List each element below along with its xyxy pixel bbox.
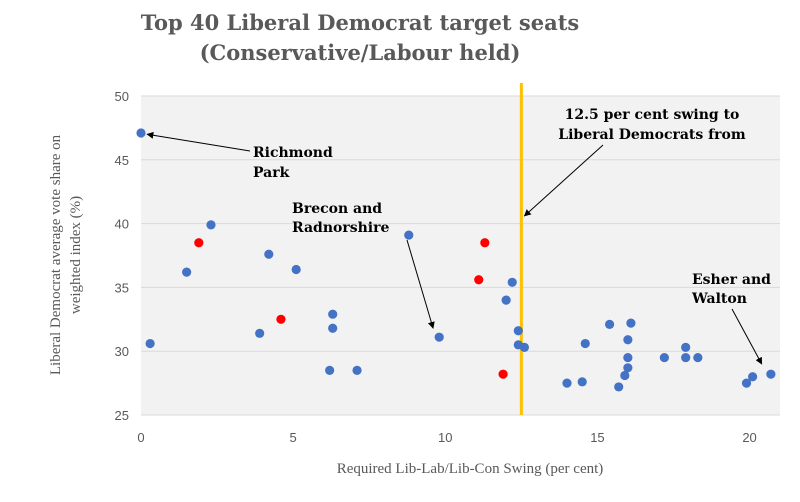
annotation-richmond-line-2: Park: [253, 165, 290, 181]
data-point-s0-11: [404, 230, 414, 240]
data-point-s1-0: [194, 238, 204, 248]
data-point-s0-24: [623, 352, 633, 363]
plot-area: [141, 96, 780, 415]
data-point-s0-33: [748, 372, 758, 382]
data-point-s0-31: [693, 352, 703, 363]
x-tick-label-5: 5: [290, 430, 297, 445]
data-point-s0-8: [328, 309, 338, 319]
data-point-s1-3: [480, 238, 490, 248]
data-point-s0-9: [328, 323, 338, 333]
data-point-s0-14: [507, 277, 517, 287]
data-point-s0-18: [562, 378, 572, 388]
data-point-s0-26: [623, 335, 633, 345]
annotation-brecon-line-2: Radnorshire: [292, 220, 389, 236]
data-point-s0-3: [206, 220, 216, 230]
data-point-s0-15: [513, 326, 523, 336]
y-tick-label-25: 25: [115, 408, 129, 423]
y-axis-label-line-2: weighted index (%): [68, 196, 84, 314]
data-point-s0-20: [580, 338, 590, 349]
annotation-arrow-richmond: [146, 131, 251, 152]
x-tick-label-0: 0: [137, 430, 144, 445]
x-tick-label-15: 15: [590, 430, 604, 445]
y-tick-label-30: 30: [115, 344, 129, 359]
data-point-s0-28: [659, 352, 669, 363]
annotation-esher-walton: Esher and Walton: [691, 272, 771, 365]
data-point-s1-1: [276, 314, 286, 324]
data-point-s0-13: [501, 295, 511, 305]
data-point-s0-17: [519, 342, 530, 352]
data-point-s0-34: [766, 369, 776, 379]
gridlines: [141, 95, 780, 416]
annotation-arrow-swing: [523, 144, 604, 217]
data-point-s0-7: [325, 365, 335, 375]
data-point-s0-29: [681, 342, 691, 352]
annotation-swing-line-2: Liberal Democrats from: [558, 127, 746, 143]
y-tick-label-40: 40: [115, 217, 129, 232]
chart-title-line-2: (Conservative/Labour held): [200, 40, 521, 65]
annotation-brecon-line-1: Brecon and: [292, 201, 382, 217]
y-tick-label-45: 45: [115, 153, 129, 168]
annotation-arrow-esher: [731, 308, 763, 365]
data-point-s0-5: [264, 249, 274, 259]
data-point-s0-10: [352, 365, 362, 375]
data-point-s0-23: [620, 370, 630, 381]
data-point-s0-21: [605, 319, 615, 330]
x-tick-label-10: 10: [438, 430, 452, 445]
annotation-esher-line-1: Esher and: [692, 272, 771, 288]
data-point-s0-2: [182, 267, 192, 277]
data-point-s1-4: [498, 369, 508, 379]
annotation-brecon-radnorshire: Brecon and Radnorshire: [292, 201, 435, 329]
data-point-s0-27: [626, 318, 636, 328]
data-point-s0-22: [614, 382, 624, 392]
data-point-s1-2: [474, 275, 484, 285]
data-point-s0-19: [577, 377, 587, 387]
annotation-richmond-line-1: Richmond: [253, 145, 333, 161]
annotation-swing-line-1: 12.5 per cent swing to: [565, 107, 740, 123]
annotation-esher-line-2: Walton: [691, 291, 747, 307]
data-point-s0-0: [136, 128, 146, 138]
x-axis-label: Required Lib-Lab/Lib-Con Swing (per cent…: [337, 461, 604, 477]
chart-title-line-1: Top 40 Liberal Democrat target seats: [141, 10, 580, 35]
data-point-s0-32: [741, 378, 752, 388]
data-point-s0-6: [291, 264, 301, 275]
y-axis-label-line-1: Liberal Democrat average vote share on: [48, 134, 64, 375]
annotation-arrow-brecon: [406, 239, 435, 329]
data-point-s0-12: [434, 332, 444, 342]
tick-labels: 25 30 35 40 45 50 0 5 10 15 20: [115, 89, 757, 445]
data-point-s0-30: [681, 352, 691, 363]
y-tick-label-35: 35: [115, 280, 129, 295]
data-point-s0-1: [145, 338, 155, 349]
data-points: [136, 128, 776, 392]
x-tick-label-20: 20: [742, 430, 756, 445]
annotation-swing: 12.5 per cent swing to Liberal Democrats…: [523, 107, 746, 217]
y-tick-label-50: 50: [115, 89, 129, 104]
data-point-s0-4: [255, 328, 265, 338]
annotation-richmond-park: Richmond Park: [146, 131, 333, 181]
data-point-s0-25: [623, 363, 633, 373]
